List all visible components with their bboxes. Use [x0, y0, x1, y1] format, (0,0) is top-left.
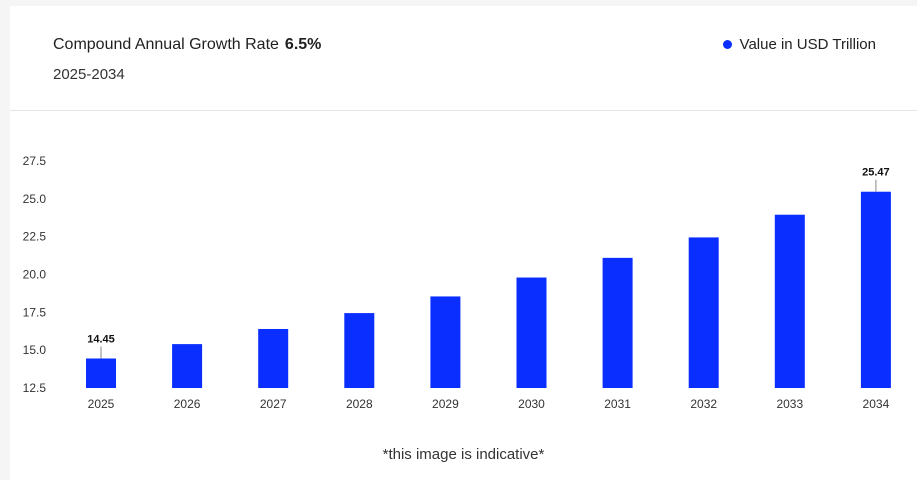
y-tick-label: 25.0	[23, 192, 47, 206]
bar-2031	[602, 257, 633, 388]
chart-title-text: Compound Annual Growth Rate	[53, 36, 279, 53]
x-tick-label: 2027	[260, 397, 287, 411]
y-tick-label: 22.5	[23, 230, 47, 244]
chart-header: Compound Annual Growth Rate 6.5% 2025-203…	[10, 6, 917, 111]
data-label: 14.45	[87, 333, 115, 345]
data-label: 25.47	[862, 167, 890, 179]
chart-title: Compound Annual Growth Rate 6.5%	[53, 36, 321, 54]
x-tick-label: 2029	[432, 397, 459, 411]
legend: Value in USD Trillion	[722, 36, 876, 53]
bar-2033	[774, 214, 805, 388]
bar-2032	[688, 237, 719, 388]
y-tick-label: 27.5	[23, 154, 47, 168]
bar-2029	[430, 296, 461, 388]
bar-2026	[172, 344, 203, 388]
y-tick-label: 15.0	[23, 343, 47, 357]
bar-2025	[86, 358, 116, 388]
x-tick-label: 2034	[863, 397, 890, 411]
chart-period: 2025-2034	[53, 66, 125, 83]
x-tick-label: 2031	[604, 397, 631, 411]
bar-2034	[860, 191, 891, 388]
y-tick-label: 12.5	[23, 381, 47, 395]
x-tick-label: 2025	[88, 397, 115, 411]
x-tick-label: 2032	[690, 397, 717, 411]
bar-2028	[344, 313, 375, 388]
y-tick-label: 17.5	[23, 305, 47, 319]
x-tick-label: 2033	[776, 397, 803, 411]
cagr-value: 6.5%	[284, 36, 322, 53]
legend-dot-icon	[722, 40, 732, 49]
footnote: *this image is indicative*	[382, 446, 545, 463]
legend-label: Value in USD Trillion	[739, 36, 876, 53]
x-tick-label: 2028	[346, 397, 373, 411]
bar-chart: 12.5 15.0 17.5 20.0 22.5 25.0 27.5 2025 2026 2027…	[23, 154, 891, 411]
bar-2027	[258, 328, 289, 388]
x-tick-label: 2030	[518, 397, 545, 411]
y-tick-label: 20.0	[23, 268, 47, 282]
chart-card: Compound Annual Growth Rate 6.5% 2025-203…	[10, 6, 917, 480]
bar-2030	[516, 277, 547, 388]
x-tick-label: 2026	[174, 397, 201, 411]
